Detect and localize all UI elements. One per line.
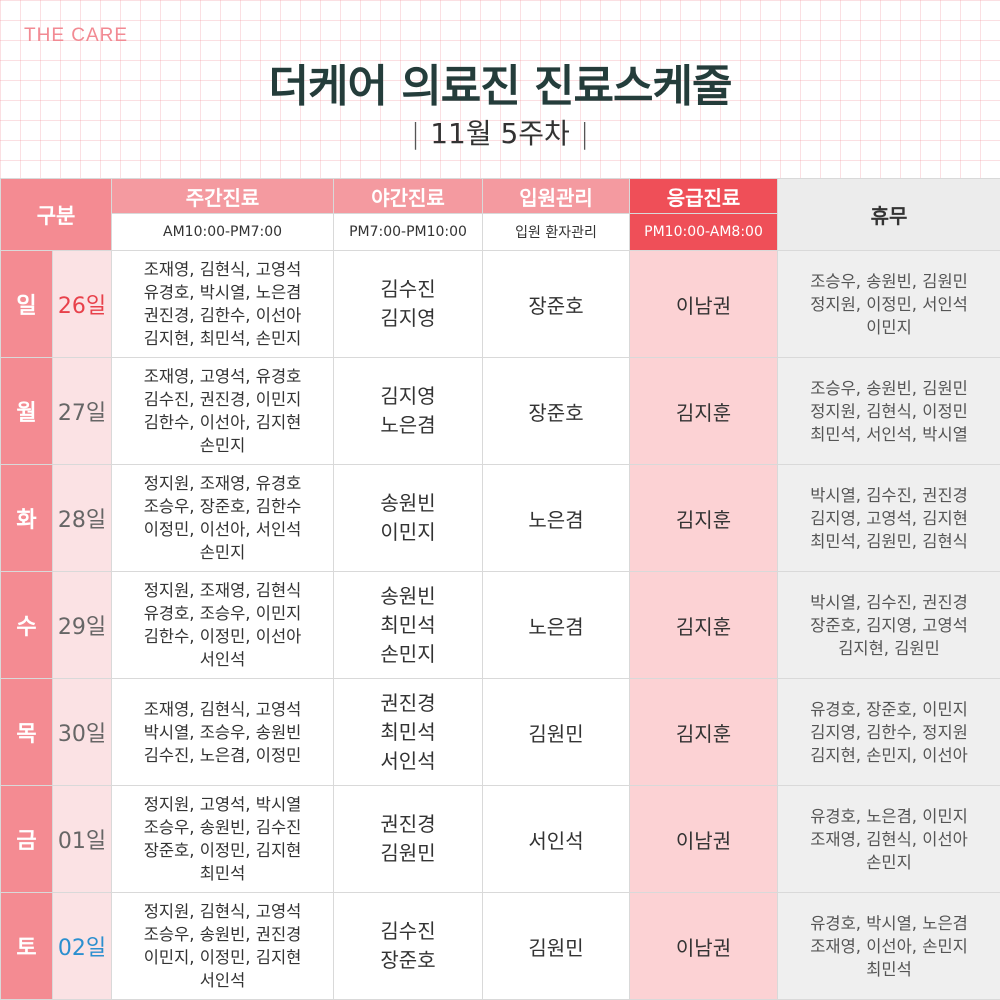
emergency-cell: 이남권 — [629, 250, 779, 358]
emergency-cell: 이남권 — [629, 892, 779, 1000]
day-shift-cell: 정지원, 김현식, 고영석 조승우, 송원빈, 권진경 이민지, 이정민, 김지… — [111, 892, 335, 1000]
table-row: 목 30일 조재영, 김현식, 고영석 박시열, 조승우, 송원빈 김수진, 노… — [0, 678, 1000, 786]
day-shift-cell: 조재영, 김현식, 고영석 박시열, 조승우, 송원빈 김수진, 노은겸, 이정… — [111, 678, 335, 786]
night-shift-cell: 송원빈 이민지 — [333, 464, 484, 572]
header-day: 주간진료 — [111, 178, 335, 214]
header-category: 구분 — [0, 178, 113, 251]
weekday-cell: 목 — [0, 678, 53, 786]
off-cell: 유경호, 노은겸, 이민지 조재영, 김현식, 이선아 손민지 — [777, 785, 1000, 893]
emergency-cell: 김지훈 — [629, 464, 779, 572]
emergency-cell: 김지훈 — [629, 357, 779, 465]
week-text: 11월 5주차 — [430, 117, 570, 150]
weekday-cell: 수 — [0, 571, 53, 679]
page-title: 더케어 의료진 진료스케줄 — [268, 61, 733, 112]
inpatient-cell: 노은겸 — [482, 571, 631, 679]
date-cell: 01일 — [51, 785, 113, 893]
table-row: 월 27일 조재영, 고영석, 유경호 김수진, 권진경, 이민지 김한수, 이… — [0, 357, 1000, 465]
off-cell: 유경호, 박시열, 노은겸 조재영, 이선아, 손민지 최민석 — [777, 892, 1000, 1000]
off-cell: 박시열, 김수진, 권진경 장준호, 김지영, 고영석 김지현, 김원민 — [777, 571, 1000, 679]
date-cell: 29일 — [51, 571, 113, 679]
inpatient-cell: 김원민 — [482, 678, 631, 786]
header-day-time: AM10:00-PM7:00 — [111, 213, 335, 251]
off-cell: 조승우, 송원빈, 김원민 정지원, 이정민, 서인석 이민지 — [777, 250, 1000, 358]
emergency-cell: 김지훈 — [629, 571, 779, 679]
header-emergency-time: PM10:00-AM8:00 — [629, 213, 779, 251]
brand-logo: THE CARE — [24, 25, 129, 46]
night-shift-cell: 권진경 최민석 서인석 — [333, 678, 484, 786]
schedule-table: 구분 주간진료 야간진료 입원관리 응급진료 휴무 AM10:00-PM7:00… — [0, 178, 1000, 1000]
table-row: 일 26일 조재영, 김현식, 고영석 유경호, 박시열, 노은겸 권진경, 김… — [0, 250, 1000, 358]
date-cell: 30일 — [51, 678, 113, 786]
off-cell: 조승우, 송원빈, 김원민 정지원, 김현식, 이정민 최민석, 서인석, 박시… — [777, 357, 1000, 465]
weekday-cell: 화 — [0, 464, 53, 572]
night-shift-cell: 김수진 장준호 — [333, 892, 484, 1000]
divider-left: | — [410, 117, 421, 150]
table-row: 화 28일 정지원, 조재영, 유경호 조승우, 장준호, 김한수 이정민, 이… — [0, 464, 1000, 572]
header-night-time: PM7:00-PM10:00 — [333, 213, 484, 251]
inpatient-cell: 김원민 — [482, 892, 631, 1000]
night-shift-cell: 권진경 김원민 — [333, 785, 484, 893]
day-shift-cell: 정지원, 고영석, 박시열 조승우, 송원빈, 김수진 장준호, 이정민, 김지… — [111, 785, 335, 893]
emergency-cell: 이남권 — [629, 785, 779, 893]
header-off: 휴무 — [777, 178, 1000, 251]
night-shift-cell: 김지영 노은겸 — [333, 357, 484, 465]
inpatient-cell: 노은겸 — [482, 464, 631, 572]
date-cell: 26일 — [51, 250, 113, 358]
off-cell: 유경호, 장준호, 이민지 김지영, 김한수, 정지원 김지현, 손민지, 이선… — [777, 678, 1000, 786]
date-cell: 27일 — [51, 357, 113, 465]
header-inpatient: 입원관리 — [482, 178, 631, 214]
weekday-cell: 월 — [0, 357, 53, 465]
weekday-cell: 금 — [0, 785, 53, 893]
off-cell: 박시열, 김수진, 권진경 김지영, 고영석, 김지현 최민석, 김원민, 김현… — [777, 464, 1000, 572]
day-shift-cell: 정지원, 조재영, 김현식 유경호, 조승우, 이민지 김한수, 이정민, 이선… — [111, 571, 335, 679]
table-row: 수 29일 정지원, 조재영, 김현식 유경호, 조승우, 이민지 김한수, 이… — [0, 571, 1000, 679]
date-cell: 02일 — [51, 892, 113, 1000]
day-shift-cell: 조재영, 김현식, 고영석 유경호, 박시열, 노은겸 권진경, 김한수, 이선… — [111, 250, 335, 358]
date-cell: 28일 — [51, 464, 113, 572]
weekday-cell: 일 — [0, 250, 53, 358]
header-emergency: 응급진료 — [629, 178, 779, 214]
night-shift-cell: 송원빈 최민석 손민지 — [333, 571, 484, 679]
table-row: 토 02일 정지원, 김현식, 고영석 조승우, 송원빈, 권진경 이민지, 이… — [0, 892, 1000, 1000]
emergency-cell: 김지훈 — [629, 678, 779, 786]
weekday-cell: 토 — [0, 892, 53, 1000]
inpatient-cell: 장준호 — [482, 357, 631, 465]
day-shift-cell: 정지원, 조재영, 유경호 조승우, 장준호, 김한수 이정민, 이선아, 서인… — [111, 464, 335, 572]
night-shift-cell: 김수진 김지영 — [333, 250, 484, 358]
header-inpatient-sub: 입원 환자관리 — [482, 213, 631, 251]
inpatient-cell: 장준호 — [482, 250, 631, 358]
day-shift-cell: 조재영, 고영석, 유경호 김수진, 권진경, 이민지 김한수, 이선아, 김지… — [111, 357, 335, 465]
header-night: 야간진료 — [333, 178, 484, 214]
table-row: 금 01일 정지원, 고영석, 박시열 조승우, 송원빈, 김수진 장준호, 이… — [0, 785, 1000, 893]
divider-right: | — [579, 117, 590, 150]
header-row: 구분 주간진료 야간진료 입원관리 응급진료 휴무 — [0, 178, 1000, 251]
subheader-row: AM10:00-PM7:00 PM7:00-PM10:00 입원 환자관리 PM… — [1, 213, 1000, 251]
inpatient-cell: 서인석 — [482, 785, 631, 893]
week-label: | 11월 5주차 | — [0, 112, 1000, 152]
